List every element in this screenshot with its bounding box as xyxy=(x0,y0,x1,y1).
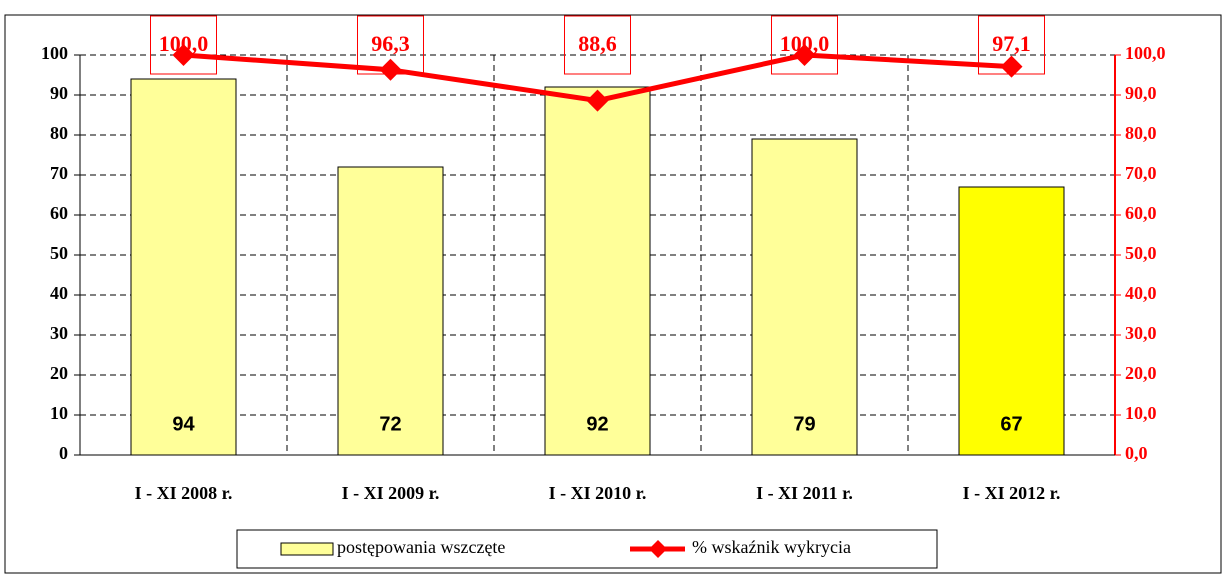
y-tick-label: 90 xyxy=(50,83,68,103)
value-label-box xyxy=(771,15,838,75)
line-value-label: 96,3 xyxy=(371,31,410,56)
y2-tick-label: 10,0 xyxy=(1125,403,1157,423)
line-marker xyxy=(586,89,609,112)
x-tick-label: I - XI 2008 r. xyxy=(135,483,233,503)
x-tick-label: I - XI 2011 r. xyxy=(756,483,853,503)
line-marker xyxy=(1000,55,1023,78)
line-value-label: 88,6 xyxy=(578,31,617,56)
y-tick-label: 60 xyxy=(50,203,68,223)
y2-tick-label: 100,0 xyxy=(1125,43,1166,63)
x-tick-label: I - XI 2010 r. xyxy=(549,483,647,503)
y-tick-label: 0 xyxy=(59,443,68,463)
y-tick-label: 50 xyxy=(50,243,68,263)
value-label-box xyxy=(978,15,1045,75)
y-tick-label: 70 xyxy=(50,163,68,183)
bar xyxy=(958,186,1065,456)
y-tick-label: 100 xyxy=(41,43,68,63)
value-label-box xyxy=(564,15,631,75)
y2-tick-label: 40,0 xyxy=(1125,283,1157,303)
bar-value-label: 72 xyxy=(379,413,401,435)
bar-value-label: 92 xyxy=(586,413,608,435)
line-marker xyxy=(172,44,195,66)
line-marker xyxy=(379,58,402,81)
y2-tick-label: 30,0 xyxy=(1125,323,1157,343)
x-tick-label: I - XI 2012 r. xyxy=(963,483,1061,503)
legend-box xyxy=(236,529,938,569)
value-label-box xyxy=(150,15,217,75)
legend-label: postępowania wszczęte xyxy=(337,537,505,557)
y2-tick-label: 0,0 xyxy=(1125,443,1148,463)
bar xyxy=(337,166,444,456)
y-tick-label: 40 xyxy=(50,283,68,303)
y-tick-label: 10 xyxy=(50,403,68,423)
bar-value-label: 94 xyxy=(172,413,195,435)
line-value-label: 97,1 xyxy=(992,31,1031,56)
legend-swatch xyxy=(280,542,334,556)
x-tick-label: I - XI 2009 r. xyxy=(342,483,440,503)
y-tick-label: 30 xyxy=(50,323,68,343)
y2-tick-label: 80,0 xyxy=(1125,123,1157,143)
legend-marker xyxy=(649,540,667,558)
line-marker xyxy=(793,44,816,66)
y-tick-label: 20 xyxy=(50,363,68,383)
y2-tick-label: 20,0 xyxy=(1125,363,1157,383)
line-value-label: 100,0 xyxy=(159,31,209,56)
y2-tick-label: 50,0 xyxy=(1125,243,1157,263)
y2-tick-label: 60,0 xyxy=(1125,203,1157,223)
bar-value-label: 67 xyxy=(1000,413,1022,435)
legend-label: % wskaźnik wykrycia xyxy=(692,537,851,557)
bar xyxy=(130,78,237,456)
y2-tick-label: 90,0 xyxy=(1125,83,1157,103)
y-tick-label: 80 xyxy=(50,123,68,143)
value-label-box xyxy=(357,15,424,75)
y2-tick-label: 70,0 xyxy=(1125,163,1157,183)
bar xyxy=(544,86,651,456)
bar xyxy=(751,138,858,456)
line-value-label: 100,0 xyxy=(780,31,830,56)
bar-value-label: 79 xyxy=(793,413,815,435)
